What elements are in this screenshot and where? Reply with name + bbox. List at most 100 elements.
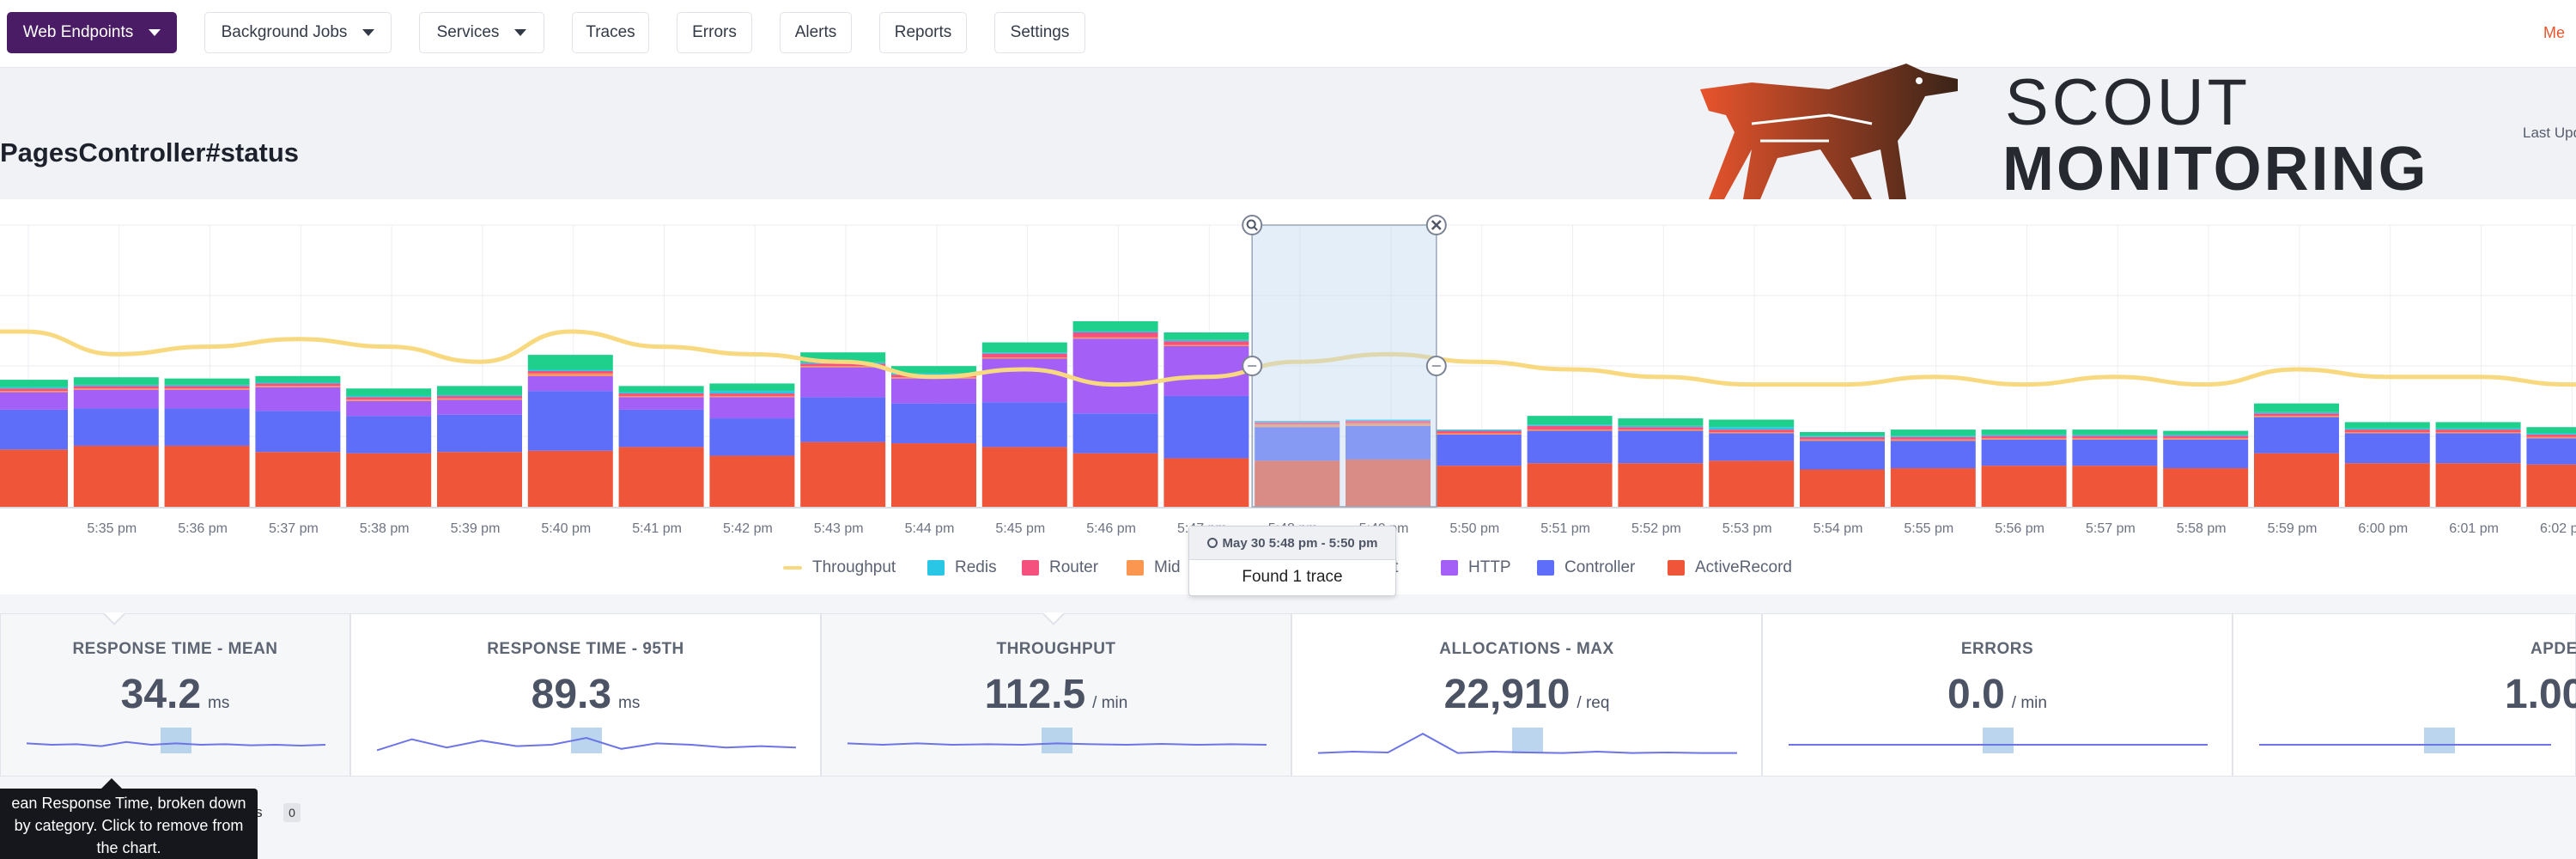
bar-segment[interactable] [2344,463,2430,507]
bar-segment[interactable] [437,386,522,395]
bar-segment[interactable] [2344,430,2430,432]
bar-segment[interactable] [1163,344,1249,346]
bar-segment[interactable] [709,391,795,394]
bar-segment[interactable] [1436,434,1522,466]
bar-segment[interactable] [1346,459,1431,507]
bar-segment[interactable] [73,388,159,390]
bar-segment[interactable] [255,411,341,453]
bar-segment[interactable] [2163,468,2249,507]
bar-segment[interactable] [255,387,341,411]
card-throughput[interactable]: THROUGHPUT 112.5 / min [821,612,1291,777]
bar-segment[interactable] [1800,469,1885,508]
bar-segment[interactable] [2344,428,2430,430]
bar-segment[interactable] [0,391,68,393]
bar-segment[interactable] [346,400,432,417]
bar-segment[interactable] [1709,430,1795,432]
bar-segment[interactable] [618,409,704,448]
bar-segment[interactable] [981,357,1067,359]
bar-segment[interactable] [2435,432,2521,434]
bar-segment[interactable] [2526,464,2576,507]
nav-web-endpoints[interactable]: Web Endpoints [7,12,177,53]
legend-throughput[interactable]: Throughput [783,558,896,577]
legend-middleware[interactable]: Mid [1127,558,1181,577]
bar-segment[interactable] [164,408,250,446]
bar-segment[interactable] [981,353,1067,357]
bar-segment[interactable] [891,378,976,404]
bar-segment[interactable] [1709,432,1795,434]
nav-background-jobs[interactable]: Background Jobs [204,12,392,53]
stacked-bar-chart[interactable]: 5:35 pm 5:36 pm 5:37 pm 5:38 pm 5:39 pm 5:40 … [0,199,2576,560]
bar-segment[interactable] [1618,418,1704,426]
bar-segment[interactable] [1163,341,1249,345]
bar-segment[interactable] [2072,436,2158,439]
bar-segment[interactable] [2526,436,2576,439]
bar-segment[interactable] [1255,427,1340,461]
bar-segment[interactable] [437,414,522,453]
bar-segment[interactable] [891,373,976,375]
bar-segment[interactable] [891,403,976,444]
bar-segment[interactable] [2526,433,2576,435]
bar-segment[interactable] [527,369,613,371]
bar-segment[interactable] [437,395,522,399]
bar-segment[interactable] [73,445,159,507]
bar-segment[interactable] [1890,436,1976,440]
bar-segment[interactable] [255,375,341,382]
bar-segment[interactable] [1890,468,1976,507]
bar-segment[interactable] [1981,438,2067,440]
bar-segment[interactable] [800,367,886,398]
bar-segment[interactable] [1981,430,2067,435]
bar-segment[interactable] [981,352,1067,354]
bar-segment[interactable] [1709,460,1795,507]
bar-segment[interactable] [73,384,159,387]
bar-segment[interactable] [1890,439,1976,442]
bar-segment[interactable] [1346,425,1431,460]
bar-segment[interactable] [527,370,613,374]
bar-segment[interactable] [1890,430,1976,436]
bar-segment[interactable] [437,399,522,415]
bar-segment[interactable] [255,382,341,384]
bar-segment[interactable] [1890,441,1976,469]
bar-segment[interactable] [2072,438,2158,440]
bar-segment[interactable] [73,377,159,385]
bar-segment[interactable] [800,352,886,362]
bar-segment[interactable] [709,397,795,419]
bar-segment[interactable] [2072,439,2158,466]
breakdown-chart[interactable]: 5:35 pm 5:36 pm 5:37 pm 5:38 pm 5:39 pm 5:40 … [0,199,2576,594]
bar-segment[interactable] [2072,434,2158,436]
bar-segment[interactable] [1709,433,1795,461]
bar-segment[interactable] [981,358,1067,403]
bar-segment[interactable] [1618,463,1704,507]
bar-segment[interactable] [2254,416,2339,417]
bar-segment[interactable] [1527,430,1613,464]
bar-segment[interactable] [73,386,159,389]
bar-segment[interactable] [73,389,159,409]
nav-errors[interactable]: Errors [677,12,752,53]
bar-segment[interactable] [527,355,613,370]
bar-segment[interactable] [255,383,341,387]
bar-segment[interactable] [255,386,341,387]
bar-segment[interactable] [2435,433,2521,464]
bar-segment[interactable] [1800,439,1885,442]
nav-user-menu[interactable]: Me [2543,24,2566,41]
bar-segment[interactable] [1527,424,1613,426]
bar-segment[interactable] [73,408,159,446]
bar-segment[interactable] [0,392,68,410]
bar-segment[interactable] [1163,332,1249,340]
bar-segment[interactable] [618,447,704,507]
bar-segment[interactable] [800,397,886,442]
bar-segment[interactable] [2254,453,2339,507]
bar-segment[interactable] [2072,430,2158,435]
bar-segment[interactable] [618,395,704,398]
zoom-selection-handle[interactable] [1242,215,1263,235]
legend-controller[interactable]: Controller [1537,558,1635,577]
bar-segment[interactable] [1618,427,1704,430]
bar-segment[interactable] [437,394,522,396]
bar-segment[interactable] [618,393,704,396]
bar-segment[interactable] [2163,439,2249,469]
bar-segment[interactable] [1346,420,1431,423]
bar-segment[interactable] [2254,411,2339,414]
card-response-time-mean[interactable]: RESPONSE TIME - MEAN 34.2 ms [0,612,350,777]
bar-segment[interactable] [1255,422,1340,425]
bar-segment[interactable] [1255,460,1340,507]
bar-segment[interactable] [2254,403,2339,412]
